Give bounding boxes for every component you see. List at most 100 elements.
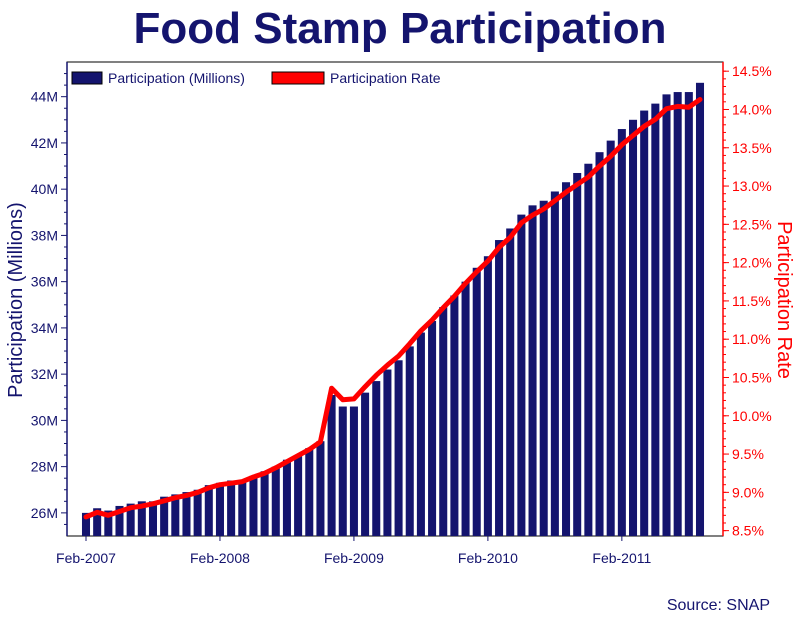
- y-right-tick-label: 9.0%: [732, 484, 764, 500]
- y-left-tick-label: 38M: [31, 227, 58, 243]
- bar: [294, 455, 303, 536]
- rate-point: [498, 246, 500, 249]
- rate-point: [319, 441, 322, 443]
- rate-point: [431, 319, 433, 321]
- rate-point: [141, 505, 143, 507]
- x-tick-label: Feb-2011: [592, 550, 651, 566]
- y-left-tick-label: 28M: [31, 459, 58, 475]
- legend-bar-label: Participation (Millions): [108, 70, 245, 86]
- bar: [316, 441, 325, 536]
- bar: [517, 214, 526, 537]
- bar: [361, 392, 370, 536]
- bar: [428, 320, 437, 536]
- bar: [93, 508, 102, 536]
- bar: [148, 501, 158, 536]
- bar: [160, 496, 169, 536]
- y-right-tick-label: 13.5%: [732, 140, 772, 156]
- bar: [383, 369, 392, 536]
- chart-title: Food Stamp Participation: [133, 4, 667, 53]
- bar: [461, 281, 470, 536]
- rate-point: [152, 503, 154, 505]
- rate-point: [587, 176, 590, 178]
- rate-point: [643, 125, 645, 128]
- rate-point: [621, 143, 623, 146]
- bar: [327, 394, 336, 536]
- rate-line: [83, 97, 703, 520]
- rate-point: [565, 191, 567, 193]
- bar: [227, 480, 236, 536]
- bar: [81, 512, 91, 536]
- y-left-tick-label: 40M: [31, 181, 58, 197]
- bar-series: [81, 82, 705, 537]
- rate-point: [408, 342, 411, 345]
- y-left-tick-label: 32M: [31, 366, 58, 382]
- bar: [695, 82, 705, 536]
- x-tick-label: Feb-2007: [56, 550, 116, 566]
- legend-bar-swatch: [71, 71, 103, 85]
- bar: [640, 110, 649, 537]
- bar: [394, 360, 403, 536]
- bar: [193, 489, 202, 536]
- y-right-tick-label: 11.0%: [732, 331, 771, 347]
- legend-line-swatch: [271, 71, 325, 85]
- y-right-tick-label: 10.5%: [732, 369, 772, 385]
- rate-point: [364, 385, 366, 388]
- bar: [483, 256, 492, 536]
- rate-point: [442, 307, 445, 309]
- bar: [506, 228, 515, 537]
- rate-point: [274, 467, 277, 469]
- rate-point: [341, 398, 344, 401]
- rate-point: [129, 506, 132, 509]
- rate-point: [230, 482, 232, 484]
- bar: [617, 129, 626, 537]
- bar: [595, 152, 604, 537]
- rate-point: [554, 199, 556, 202]
- bar: [606, 140, 615, 537]
- bar: [215, 482, 224, 536]
- rate-point: [196, 491, 199, 494]
- legend: Participation (Millions) Participation R…: [71, 70, 441, 86]
- source-note: Source: SNAP: [666, 597, 770, 614]
- bar: [338, 406, 347, 536]
- bar: [472, 267, 481, 536]
- rate-point: [531, 214, 534, 216]
- rate-point: [688, 106, 690, 108]
- x-tick-label: Feb-2008: [190, 550, 250, 566]
- bar: [662, 94, 671, 537]
- rate-point: [163, 499, 165, 502]
- rate-point: [85, 516, 87, 518]
- y-right-tick-label: 14.0%: [732, 101, 772, 117]
- x-tick-label: Feb-2010: [458, 550, 518, 566]
- rate-point: [252, 476, 255, 478]
- y-left-tick-label: 30M: [31, 412, 58, 428]
- bar: [137, 501, 146, 536]
- rate-point: [386, 364, 389, 367]
- rate-point: [297, 454, 299, 457]
- rate-point: [576, 183, 578, 186]
- bar: [104, 510, 113, 536]
- bar: [562, 182, 571, 537]
- bar: [573, 172, 582, 537]
- y-left-tick-label: 26M: [31, 505, 58, 521]
- bar: [416, 332, 425, 536]
- rate-point: [308, 448, 311, 451]
- rate-point: [174, 496, 177, 499]
- bar: [305, 448, 314, 536]
- bar: [238, 480, 247, 536]
- rate-point: [107, 514, 110, 517]
- y-left-tick-label: 34M: [31, 320, 58, 336]
- bar: [584, 163, 593, 537]
- y-right-tick-label: 9.5%: [732, 446, 764, 462]
- bar: [651, 103, 660, 537]
- rate-point: [375, 374, 378, 376]
- rate-point: [219, 483, 221, 486]
- rate-point: [676, 105, 679, 108]
- rate-point: [699, 98, 701, 101]
- rate-point: [353, 398, 355, 400]
- rate-point: [632, 134, 634, 137]
- y-right-tick-label: 14.5%: [732, 63, 772, 79]
- x-tick-label: Feb-2009: [324, 550, 384, 566]
- bar: [539, 200, 548, 537]
- bar: [260, 471, 269, 536]
- y-left-tick-label: 36M: [31, 274, 58, 290]
